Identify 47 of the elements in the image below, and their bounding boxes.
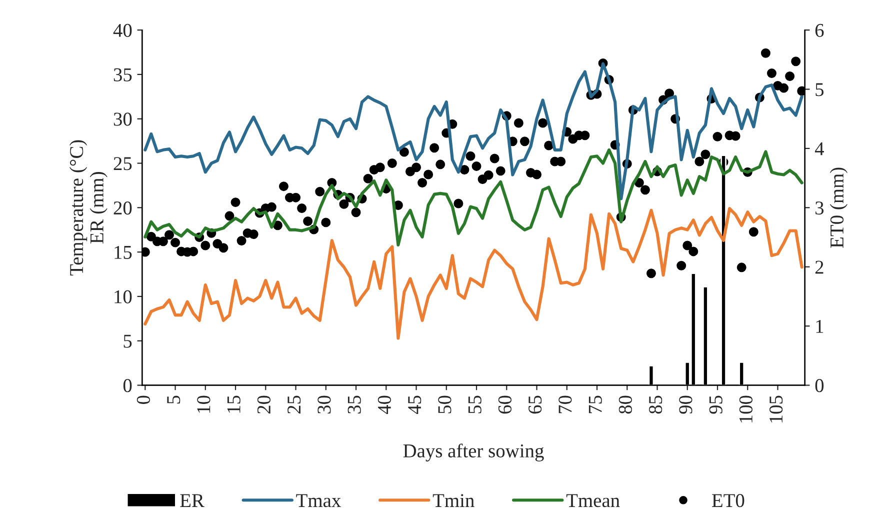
y-tick-label: 10: [114, 290, 132, 304]
x-tick-label: 100: [739, 396, 752, 422]
x-tick-label: 0: [136, 396, 150, 404]
x-tick-label: 50: [438, 396, 452, 414]
legend-label: Tmin: [432, 494, 474, 507]
y-tick-label: 35: [114, 68, 132, 82]
x-tick-label: 45: [408, 396, 422, 414]
x-tick-label: 65: [528, 396, 542, 414]
legend-label: Tmax: [296, 494, 341, 508]
x-tick-label: 25: [288, 396, 301, 414]
x-tick-label: 5: [167, 396, 180, 404]
x-tick-label: 55: [468, 396, 482, 414]
x-tick-label: 30: [318, 396, 331, 414]
x-tick-label: 85: [648, 396, 662, 414]
legend-label: Tmean: [566, 494, 620, 508]
y-axis-title: Temperature (°C) ER (mm): [69, 140, 108, 276]
y-tick-label: 40: [113, 24, 132, 37]
y-tick-label: 30: [114, 112, 132, 126]
y-tick-label: 20: [114, 201, 132, 215]
legend-label: ER: [180, 494, 204, 507]
y2-tick-label: 0: [815, 379, 824, 392]
x-axis-title: Days after sowing: [403, 444, 544, 462]
y-tick-label: 5: [124, 334, 132, 348]
x-tick-label: 40: [378, 396, 392, 414]
y-tick-label: 15: [114, 246, 132, 259]
y2-tick-label: 4: [814, 142, 824, 156]
line-series: [144, 206, 804, 340]
y2-tick-label: 1: [816, 320, 824, 333]
y-tick-label: 25: [114, 157, 132, 170]
x-tick-label: 75: [588, 396, 602, 414]
y2-tick-label: 3: [816, 202, 824, 215]
y2-tick-label: 2: [815, 260, 824, 274]
y2-tick-label: 5: [816, 83, 824, 96]
x-tick-label: 90: [679, 396, 692, 414]
y2-tick-label: 6: [815, 24, 824, 37]
legend-label: ET0: [712, 494, 744, 508]
x-tick-label: 15: [227, 396, 240, 413]
y-tick-label: 0: [123, 379, 132, 392]
x-tick-label: 80: [618, 396, 632, 414]
x-tick-label: 60: [498, 396, 512, 414]
x-tick-label: 105: [769, 396, 783, 422]
x-tick-label: 95: [709, 396, 722, 414]
x-tick-label: 20: [257, 396, 271, 414]
x-tick-label: 70: [558, 396, 572, 414]
x-tick-label: 10: [197, 396, 210, 413]
y2-axis-title: ET0 (mm): [830, 168, 848, 248]
x-tick-label: 35: [348, 396, 361, 414]
